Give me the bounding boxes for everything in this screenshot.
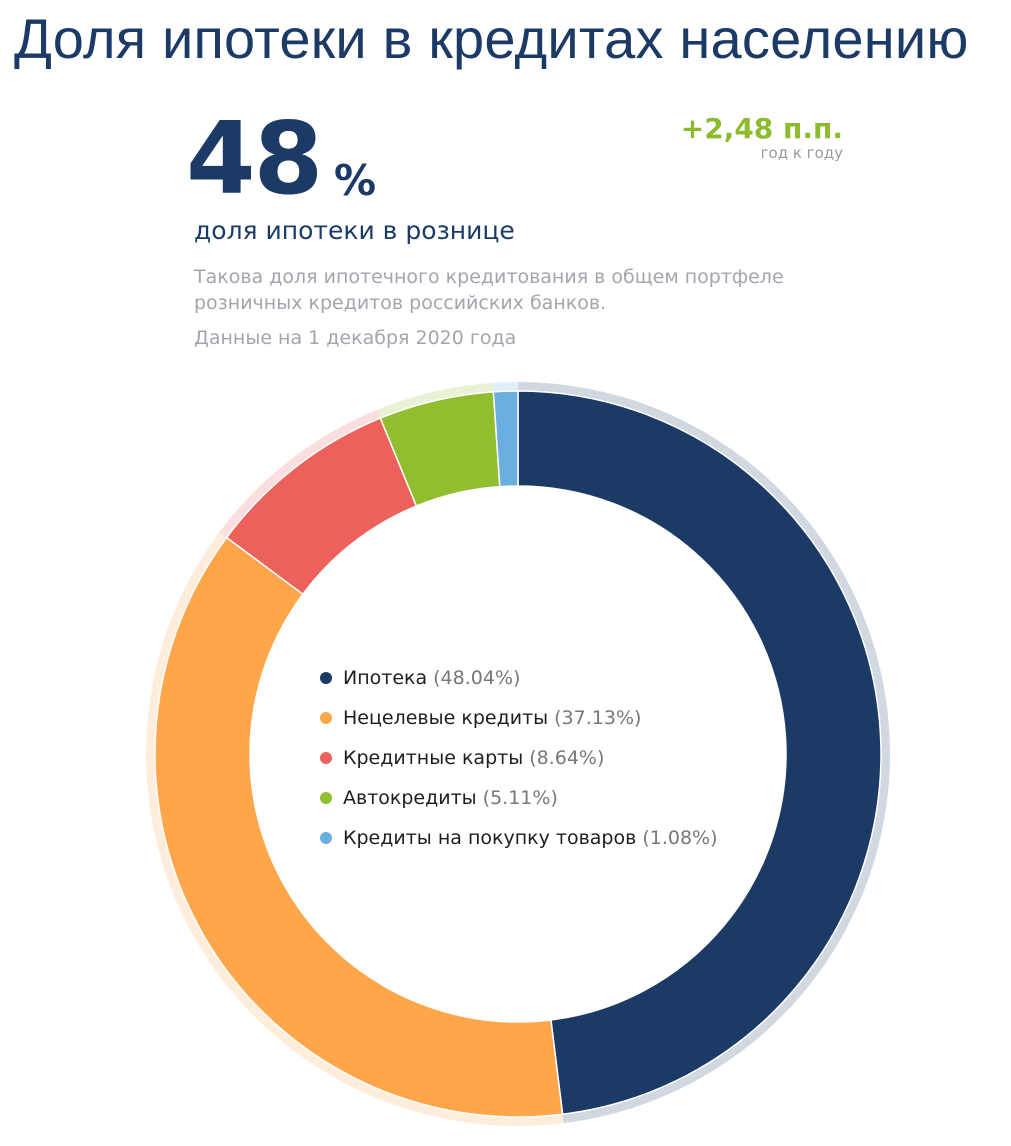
donut-segment-5[interactable] — [492, 390, 519, 488]
kpi-label: доля ипотеки в рознице — [194, 216, 515, 245]
donut-segment-1[interactable] — [517, 390, 882, 1116]
yoy-delta: +2,48 п.п. — [680, 112, 843, 145]
legend-dot-icon — [320, 792, 332, 804]
kpi-unit: % — [334, 156, 377, 205]
data-date-note: Данные на 1 декабря 2020 года — [194, 327, 517, 349]
legend-label: Кредиты на покупку товаров — [343, 827, 637, 849]
legend-item[interactable]: Автокредиты (5.11%) — [320, 778, 718, 818]
donut-segment-2[interactable] — [154, 536, 564, 1118]
legend-item[interactable]: Кредиты на покупку товаров (1.08%) — [320, 818, 718, 858]
page-title: Доля ипотеки в кредитах населению — [14, 7, 969, 70]
legend-percent: (5.11%) — [482, 787, 558, 809]
legend-label: Автокредиты — [343, 787, 477, 809]
legend-percent: (1.08%) — [642, 827, 718, 849]
legend-label: Кредитные карты — [343, 747, 524, 769]
legend-dot-icon — [320, 672, 332, 684]
legend-percent: (37.13%) — [554, 707, 642, 729]
kpi-description: Такова доля ипотечного кредитования в об… — [194, 266, 784, 314]
legend-item[interactable]: Нецелевые кредиты (37.13%) — [320, 698, 718, 738]
legend-dot-icon — [320, 712, 332, 724]
legend-label: Ипотека — [343, 667, 428, 689]
legend-item[interactable]: Ипотека (48.04%) — [320, 658, 718, 698]
legend-percent: (48.04%) — [433, 667, 521, 689]
legend-percent: (8.64%) — [529, 747, 605, 769]
legend-label: Нецелевые кредиты — [343, 707, 549, 729]
chart-legend: Ипотека (48.04%) Нецелевые кредиты (37.13%)… — [320, 658, 718, 858]
kpi-value: 48 — [186, 100, 323, 217]
donut-halo-2 — [145, 532, 564, 1126]
yoy-caption: год к году — [760, 144, 843, 162]
legend-item[interactable]: Кредитные карты (8.64%) — [320, 738, 718, 778]
legend-dot-icon — [320, 832, 332, 844]
legend-dot-icon — [320, 752, 332, 764]
